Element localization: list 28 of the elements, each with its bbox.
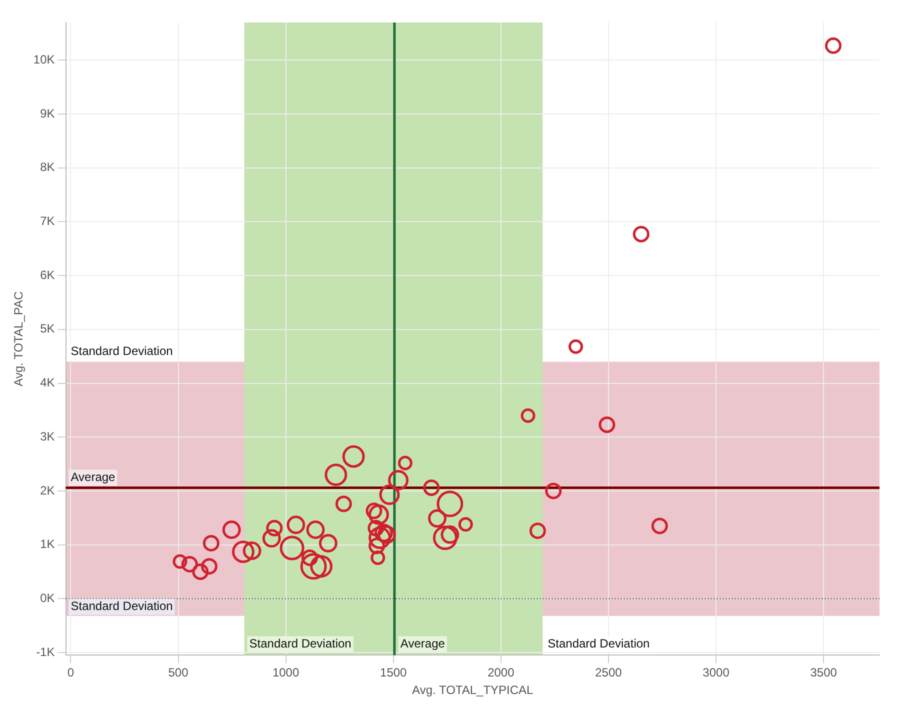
ref-line-label: Average bbox=[400, 636, 446, 651]
x-tick-label: 3000 bbox=[702, 666, 730, 680]
x-tick-label: 1500 bbox=[380, 666, 408, 680]
x-tick-label: 2000 bbox=[488, 666, 515, 680]
x-tick-label: 1000 bbox=[272, 666, 300, 680]
y-tick-label: 7K bbox=[40, 214, 55, 228]
x-tick-label: 500 bbox=[168, 666, 189, 680]
x-tick-label: 3500 bbox=[810, 666, 838, 680]
band-label: Standard Deviation bbox=[70, 599, 173, 614]
y-tick-label: 9K bbox=[40, 106, 55, 120]
text: Standard Deviation bbox=[548, 636, 650, 651]
y-tick-label: 3K bbox=[40, 429, 55, 444]
y-axis-title: Avg. TOTAL_PAC bbox=[12, 291, 26, 386]
y-tick-label: 0K bbox=[40, 590, 55, 605]
x-tick-label: 0 bbox=[67, 666, 74, 680]
y-tick-label: 4K bbox=[40, 376, 55, 390]
y-tick-label: 10K bbox=[33, 52, 55, 67]
ref-line-label: Average bbox=[70, 470, 116, 484]
band-label: Standard Deviation bbox=[249, 636, 352, 651]
y-tick-label: 1K bbox=[40, 537, 55, 552]
text: Standard Deviation bbox=[70, 344, 173, 358]
y-tick-label: 8K bbox=[40, 160, 55, 174]
y-tick-label: -1K bbox=[36, 644, 55, 659]
y-tick-label: 2K bbox=[40, 483, 55, 498]
x-axis-title: Avg. TOTAL_TYPICAL bbox=[412, 683, 534, 698]
x-tick-label: 2500 bbox=[595, 666, 622, 680]
y-tick-label: 5K bbox=[40, 322, 55, 336]
y-tick-label: 6K bbox=[40, 268, 55, 282]
